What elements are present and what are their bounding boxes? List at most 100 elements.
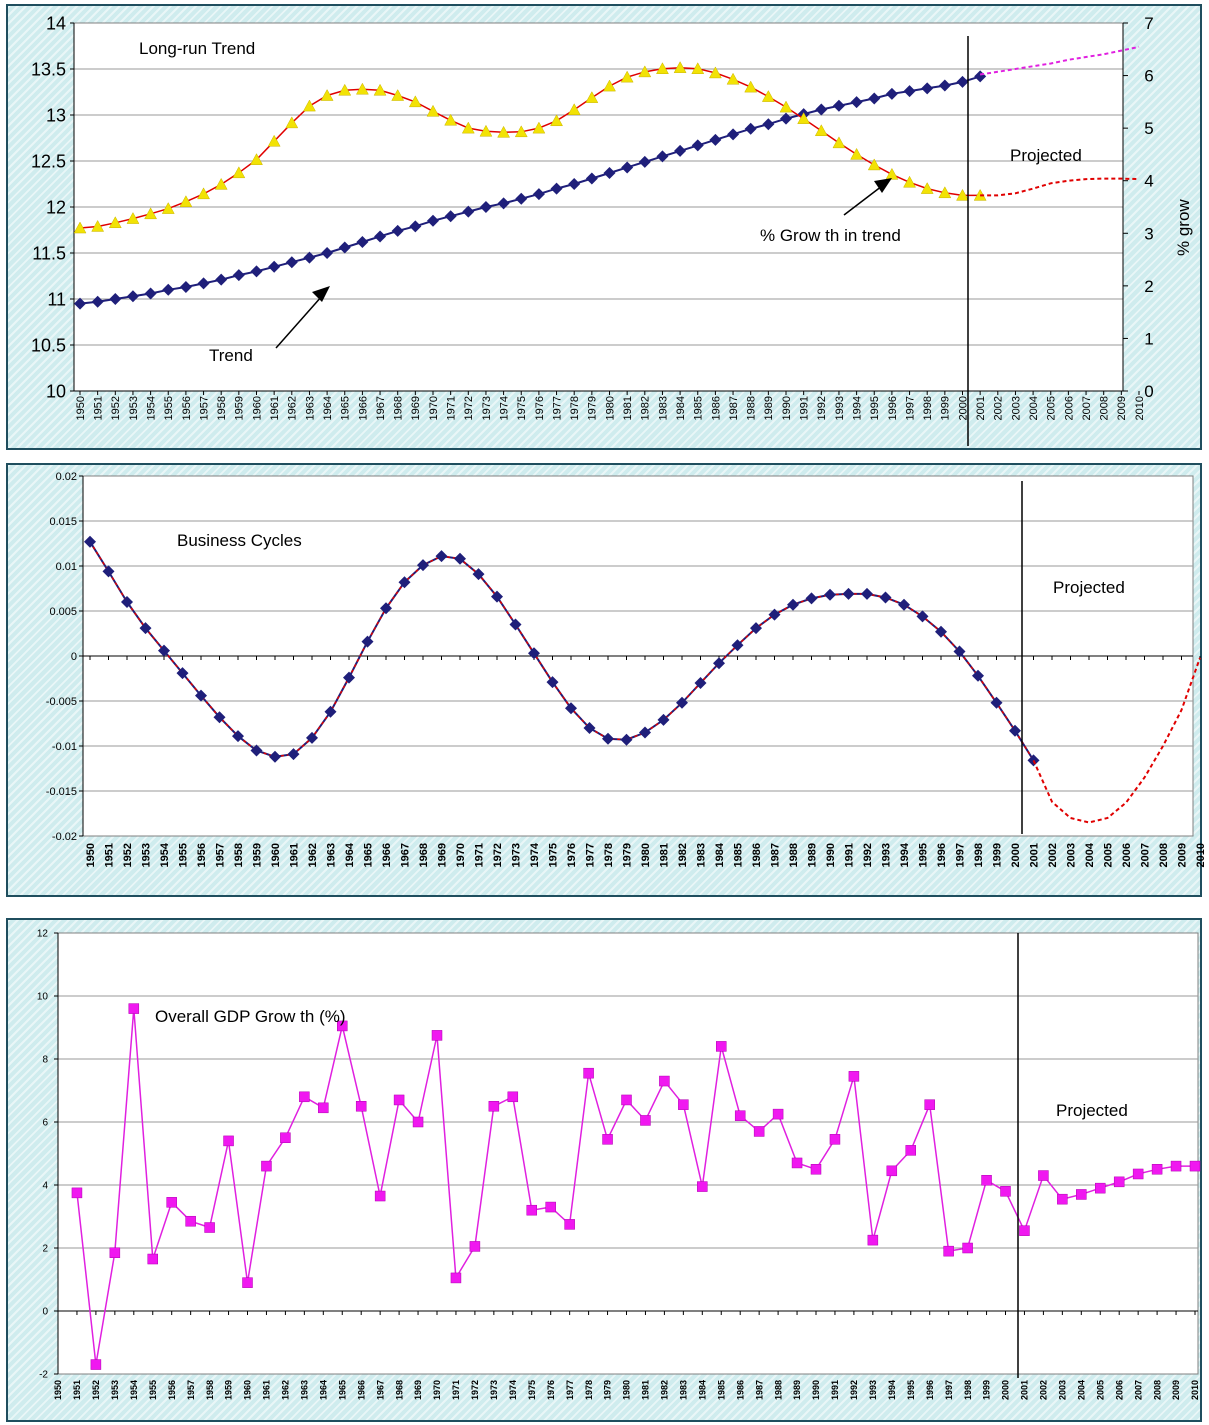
- x-tick-label: 1979: [603, 1380, 613, 1400]
- x-tick-label: 1953: [110, 1380, 120, 1400]
- diamond-marker: [102, 565, 115, 578]
- square-marker: [583, 1067, 594, 1079]
- x-tick-label: 1978: [603, 843, 615, 867]
- x-tick-label: 1962: [307, 843, 319, 867]
- x-tick-label: 1957: [198, 396, 210, 420]
- diamond-marker: [417, 559, 429, 572]
- x-tick-label: 1978: [584, 1380, 594, 1400]
- diamond-marker: [868, 92, 881, 105]
- x-tick-label: 1992: [849, 1380, 859, 1400]
- triangle-marker: [779, 100, 793, 113]
- triangle-marker: [461, 121, 475, 134]
- x-tick-label: 2007: [1081, 396, 1093, 420]
- square-marker: [943, 1245, 954, 1257]
- diamond-marker: [657, 713, 670, 726]
- x-tick-label: 1994: [887, 1380, 897, 1400]
- series-line: [79, 75, 981, 305]
- x-tick-label: 1983: [679, 1380, 689, 1400]
- square-marker: [1057, 1193, 1068, 1205]
- square-marker: [299, 1091, 310, 1103]
- triangle-marker: [903, 175, 916, 188]
- x-tick-label: 1980: [622, 1380, 632, 1400]
- x-tick-label: 1977: [584, 843, 596, 867]
- diamond-marker: [885, 87, 898, 100]
- diamond-marker: [232, 730, 244, 743]
- diamond-marker: [916, 610, 929, 623]
- square-marker: [1113, 1176, 1125, 1188]
- x-tick-label: 2000: [1001, 1380, 1011, 1400]
- x-tick-label: 1990: [825, 843, 837, 867]
- x-tick-label: 2010: [1134, 396, 1146, 420]
- triangle-marker: [338, 83, 352, 96]
- x-tick-label: 1953: [140, 843, 152, 867]
- business-cycles-panel: -0.02 -0.015 -0.01 -0.005 0 0.005 0.01 0.015 0.0…: [6, 463, 1204, 897]
- x-tick-label: 1956: [167, 1380, 177, 1400]
- x-tick-label: 1955: [177, 843, 189, 867]
- x-tick-label: 1995: [906, 1380, 916, 1400]
- x-tick-label: 1973: [489, 1380, 499, 1400]
- triangle-marker: [320, 89, 334, 101]
- x-tick-label: 2007: [1139, 843, 1151, 867]
- square-marker: [1151, 1164, 1163, 1175]
- x-tick-label: 1969: [436, 843, 448, 867]
- x-tick-label: 2004: [1028, 396, 1040, 420]
- x-tick-label: 1996: [925, 1380, 935, 1400]
- diamond-marker: [144, 287, 157, 300]
- x-tick-label: 1978: [569, 396, 581, 420]
- annotation-projected: Projected: [1010, 146, 1082, 165]
- y-tick-label: 12: [37, 929, 49, 940]
- square-marker: [962, 1242, 973, 1254]
- x-tick-label: 1954: [159, 842, 171, 867]
- x-tick-label: 1958: [216, 396, 228, 420]
- square-marker: [185, 1215, 196, 1227]
- triangle-marker: [920, 182, 934, 194]
- diamond-marker: [709, 133, 722, 146]
- x-tick-label: 1988: [773, 1380, 783, 1400]
- square-marker: [261, 1160, 272, 1172]
- square-marker: [109, 1247, 121, 1258]
- x-tick-label: 1959: [251, 843, 263, 867]
- diamond-marker: [691, 139, 704, 152]
- square-marker: [1076, 1189, 1087, 1200]
- chart-title: Long-run Trend: [139, 39, 255, 58]
- y-tick-label: 2: [42, 1244, 48, 1255]
- x-tick-label: 2009: [1176, 843, 1188, 867]
- y-tick-label: -0.01: [52, 741, 77, 753]
- diamond-marker: [787, 598, 799, 611]
- y2-tick-label: 4: [1144, 172, 1153, 191]
- x-tick-label: 1986: [735, 1380, 745, 1400]
- diamond-marker: [550, 182, 563, 195]
- square-marker: [848, 1071, 860, 1082]
- square-marker: [166, 1197, 177, 1208]
- x-tick-label: 1961: [288, 843, 300, 867]
- square-marker: [393, 1094, 405, 1106]
- diamond-marker: [324, 705, 337, 718]
- diamond-marker: [1009, 724, 1021, 737]
- square-marker: [659, 1075, 670, 1087]
- diamond-marker: [972, 669, 984, 682]
- diamond-marker: [656, 150, 669, 163]
- x-tick-label: 1953: [128, 396, 140, 420]
- x-tick-label: 1999: [940, 396, 952, 420]
- x-tick-label: 1967: [399, 843, 411, 867]
- x-tick-label: 1998: [922, 396, 934, 420]
- y-tick-label: 13: [46, 105, 66, 125]
- x-tick-label: 1972: [463, 396, 475, 420]
- x-tick-label: 1952: [91, 1380, 101, 1400]
- square-marker: [640, 1115, 651, 1126]
- y-tick-label: 10: [46, 381, 66, 401]
- x-tick-label: 1963: [304, 396, 316, 420]
- triangle-marker: [408, 95, 422, 108]
- x-tick-label: 2003: [1010, 396, 1022, 420]
- x-tick-label: 1981: [658, 843, 670, 867]
- diamond-marker: [361, 635, 374, 648]
- x-tick-label: 1951: [93, 396, 105, 420]
- x-tick-label: 1972: [492, 843, 504, 867]
- diamond-marker: [805, 592, 818, 605]
- square-marker: [507, 1091, 519, 1103]
- arrow-to-trend: [275, 286, 330, 349]
- diamond-marker: [269, 750, 281, 763]
- diamond-marker: [176, 667, 189, 680]
- long-run-trend-panel: 10 10.5 11 11.5 12 12.5 13 13.5 14 0 1 2 3 4 5 6 7 1950 19…: [6, 4, 1202, 450]
- x-tick-label: 1958: [205, 1380, 215, 1400]
